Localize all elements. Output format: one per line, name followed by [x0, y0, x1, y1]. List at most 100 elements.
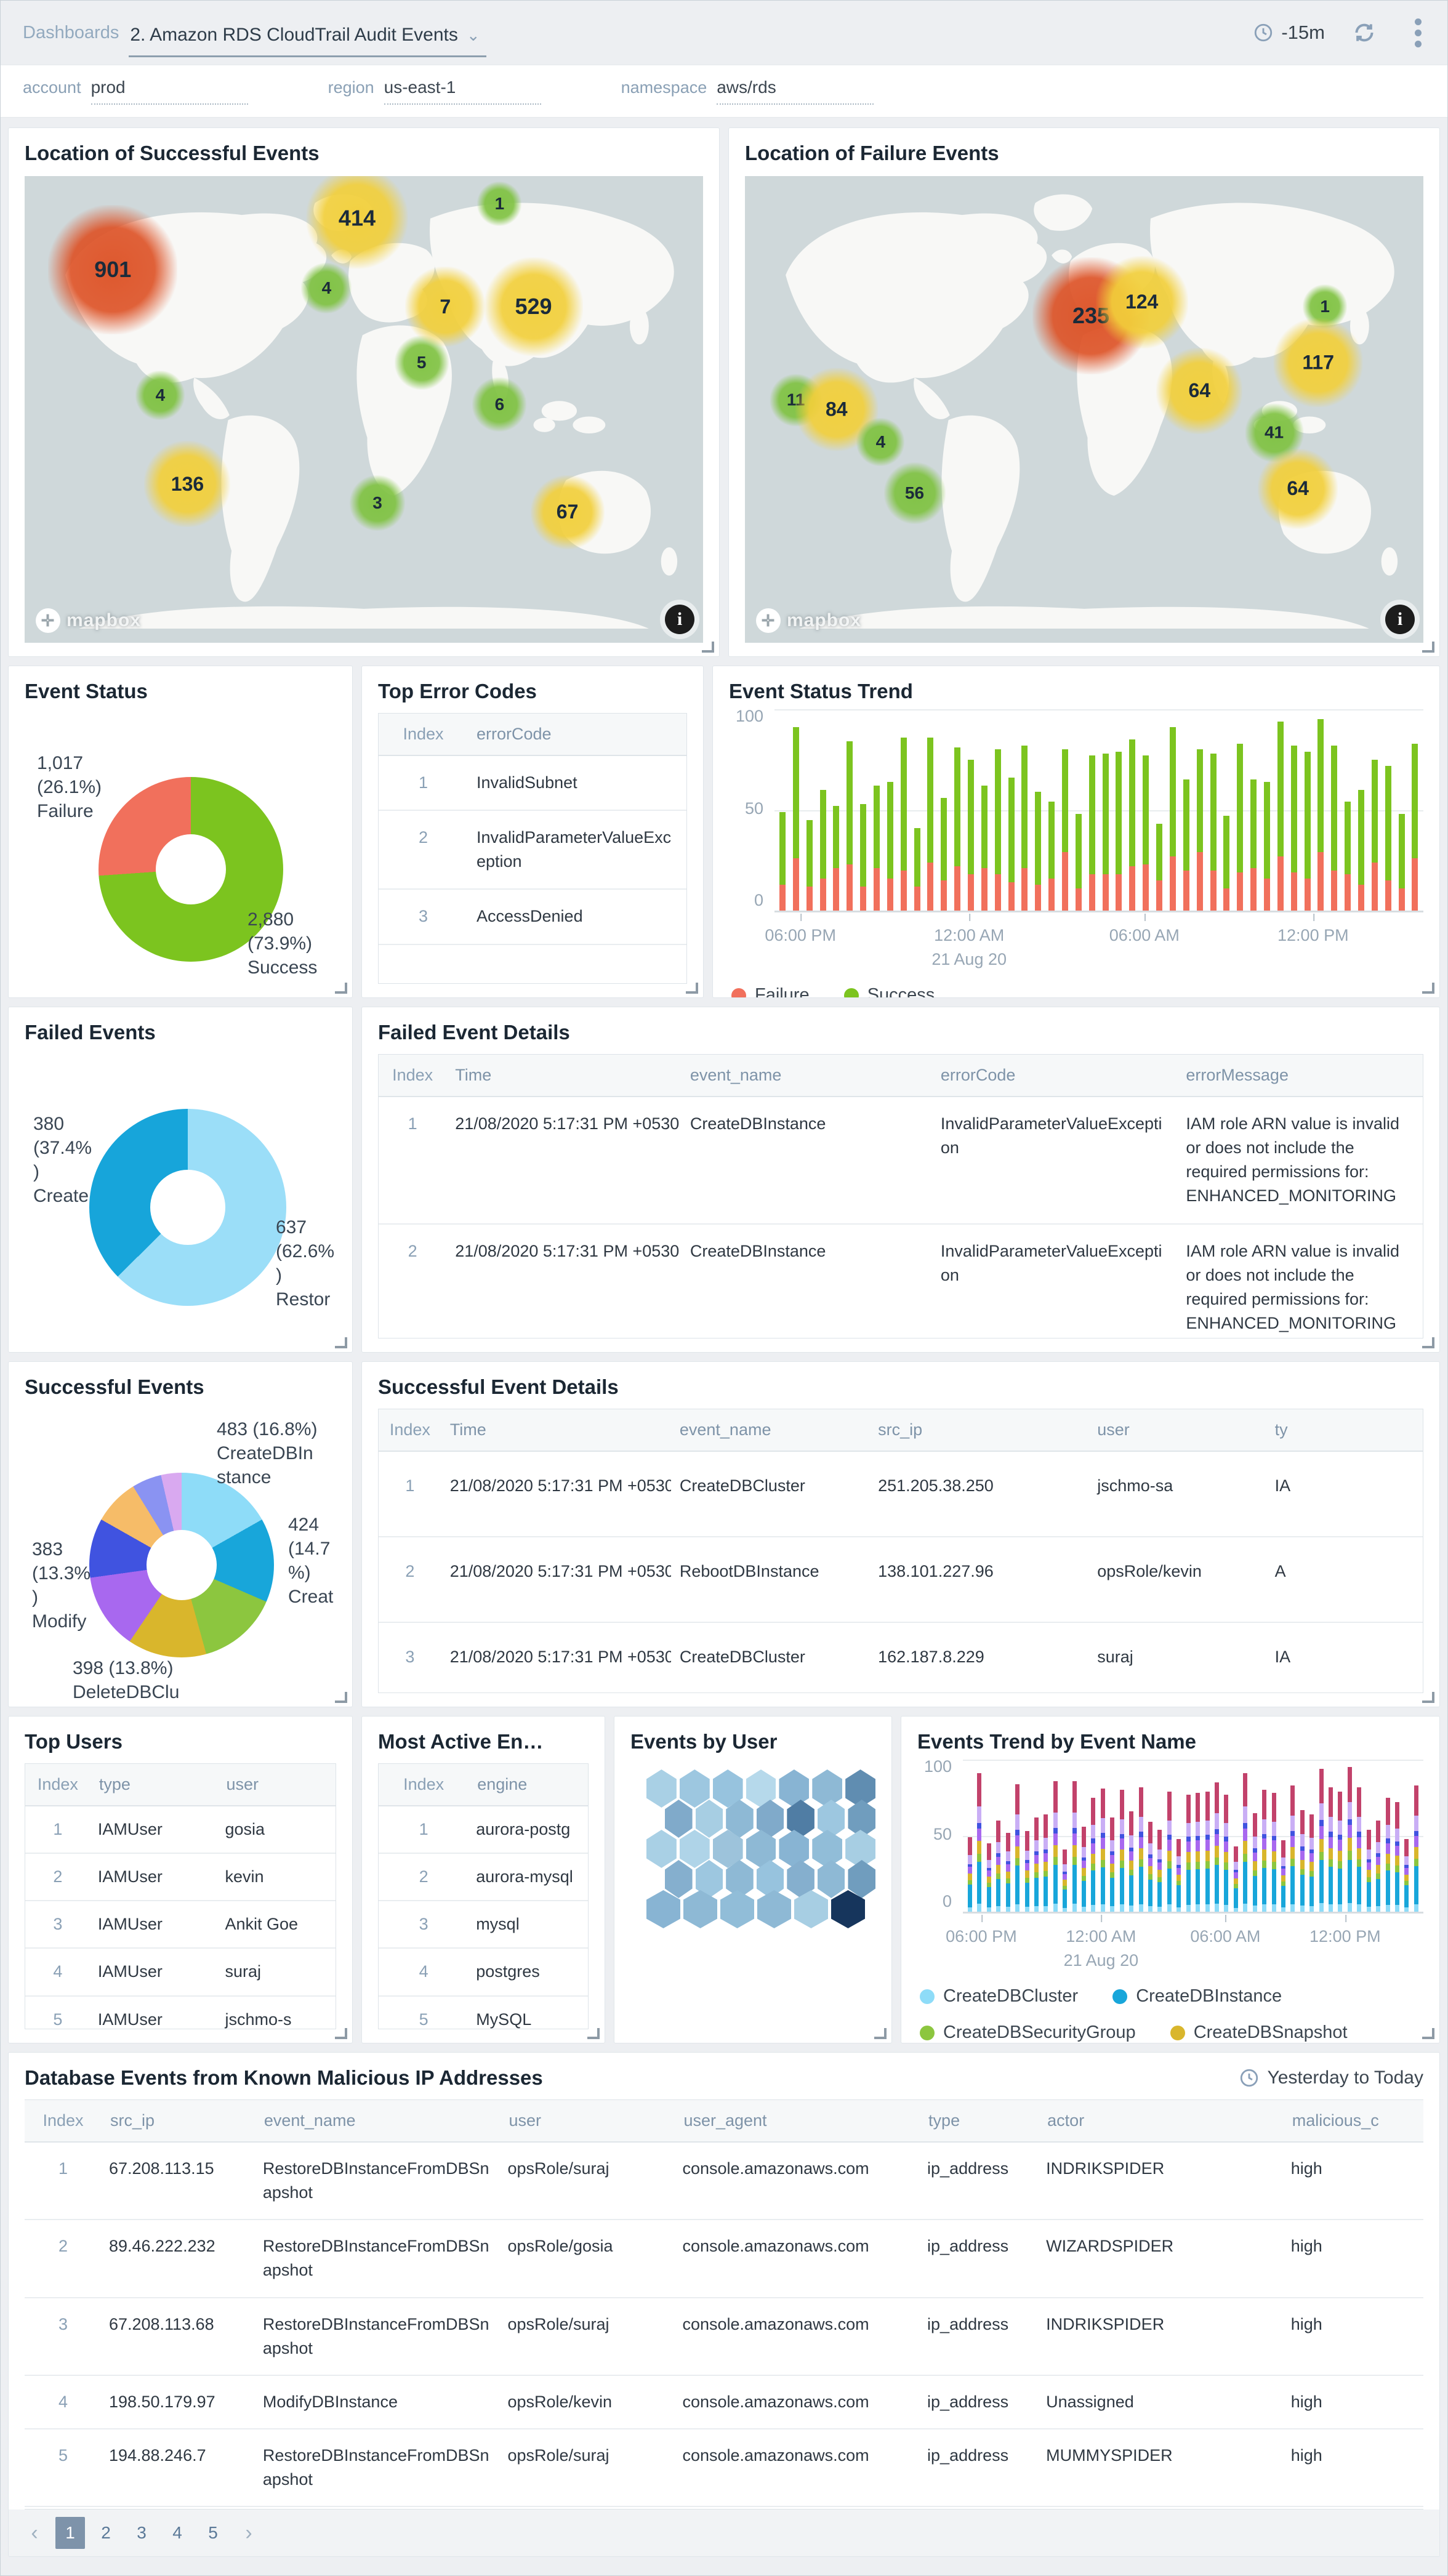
mapbox-logo[interactable]: ✛ mapbox [756, 608, 861, 633]
bar[interactable] [1196, 1760, 1201, 1912]
bar[interactable] [779, 709, 786, 911]
table-row[interactable]: 693.104.211.147CreateDBSnapshotInstanceR… [25, 2506, 1423, 2509]
bar[interactable] [1290, 1760, 1295, 1912]
bar[interactable] [927, 709, 934, 911]
bar[interactable] [1345, 709, 1351, 911]
dashboard-title-selector[interactable]: 2. Amazon RDS CloudTrail Audit Events ⌄ [129, 21, 486, 57]
map-bubble[interactable]: 67 [530, 475, 605, 549]
bar[interactable] [847, 709, 853, 911]
bar[interactable] [1329, 1760, 1333, 1912]
column-header[interactable]: user [500, 2100, 675, 2143]
table-row[interactable]: 4 postgres [379, 1948, 588, 1997]
column-header[interactable]: engine [469, 1764, 588, 1806]
map-bubble[interactable]: 64 [1258, 448, 1338, 529]
map-bubble[interactable]: 6 [472, 377, 527, 432]
column-header[interactable]: Time [441, 1409, 671, 1452]
table-row[interactable]: 2 InvalidParameterValueException [379, 810, 686, 890]
panel-resize-handle[interactable] [1422, 642, 1434, 653]
hex-cell[interactable] [720, 1890, 754, 1928]
bar[interactable] [1034, 1760, 1039, 1912]
bar[interactable] [1062, 709, 1069, 911]
map-bubble[interactable]: 56 [883, 462, 946, 525]
hex-cell[interactable] [646, 1890, 680, 1928]
bar[interactable] [1414, 1760, 1418, 1912]
bar[interactable] [1186, 1760, 1191, 1912]
legend-item[interactable]: CreateDBSnapshot [1170, 2023, 1348, 2043]
map-bubble[interactable]: 414 [306, 176, 408, 269]
event-status-donut[interactable] [99, 777, 283, 962]
bar[interactable] [1376, 1760, 1381, 1912]
panel-resize-handle[interactable] [874, 2028, 887, 2039]
table-row[interactable]: 4 IAMUser suraj [25, 1948, 336, 1997]
column-header[interactable]: Index [379, 1409, 441, 1452]
panel-resize-handle[interactable] [335, 983, 347, 994]
bar[interactable] [1021, 709, 1028, 911]
column-header[interactable]: user_agent [675, 2100, 920, 2143]
bar[interactable] [819, 709, 826, 911]
pagination-next-button[interactable]: › [245, 2521, 252, 2545]
bar[interactable] [1250, 709, 1257, 911]
panel-resize-handle[interactable] [1422, 1692, 1434, 1703]
bar[interactable] [1281, 1760, 1285, 1912]
bar[interactable] [1075, 709, 1082, 911]
bar[interactable] [1116, 709, 1122, 911]
panel-resize-handle[interactable] [1422, 1337, 1434, 1348]
bar[interactable] [792, 709, 799, 911]
legend-item[interactable]: Success [843, 985, 935, 997]
column-header[interactable]: event_name [670, 1409, 870, 1452]
map-bubble[interactable]: 124 [1095, 256, 1188, 348]
bar[interactable] [1243, 1760, 1248, 1912]
successful-events-donut[interactable] [89, 1473, 274, 1657]
bar[interactable] [981, 709, 987, 911]
legend-item[interactable]: CreateDBCluster [920, 1986, 1078, 2006]
bar[interactable] [1169, 709, 1176, 911]
panel-resize-handle[interactable] [702, 642, 714, 653]
bar[interactable] [1143, 709, 1149, 911]
bar[interactable] [1331, 709, 1338, 911]
map-info-button[interactable]: i [665, 605, 694, 634]
bar[interactable] [1100, 1760, 1105, 1912]
bar[interactable] [860, 709, 867, 911]
bar[interactable] [1214, 1760, 1219, 1912]
bar[interactable] [1088, 709, 1095, 911]
table-row[interactable]: 2 21/08/2020 5:17:31 PM +0530 RebootDBInst… [379, 1537, 1423, 1624]
breadcrumb[interactable]: Dashboards [23, 22, 119, 42]
bar[interactable] [900, 709, 907, 911]
mapbox-logo[interactable]: ✛ mapbox [36, 608, 141, 633]
column-header[interactable]: Index [379, 714, 468, 756]
time-range-control[interactable]: -15m [1253, 22, 1325, 44]
map-bubble[interactable]: 7 [405, 267, 486, 347]
bar[interactable] [1167, 1760, 1172, 1912]
bar[interactable] [806, 709, 813, 911]
map-bubble[interactable]: 4 [856, 418, 905, 467]
map-bubble[interactable]: 117 [1273, 318, 1363, 408]
map-bubble[interactable]: 136 [144, 441, 231, 528]
pagination-page-button[interactable]: 1 [55, 2517, 85, 2549]
column-header[interactable]: Index [379, 1764, 469, 1806]
legend-item[interactable]: CreateDBSecurityGroup [920, 2023, 1136, 2043]
column-header[interactable]: ty [1266, 1409, 1423, 1452]
bar[interactable] [1008, 709, 1015, 911]
table-row[interactable]: 3 mysql [379, 1901, 588, 1949]
column-header[interactable]: type [90, 1764, 218, 1806]
panel-resize-handle[interactable] [587, 2028, 600, 2039]
pagination-prev-button[interactable]: ‹ [31, 2521, 38, 2545]
kebab-menu-icon[interactable] [1411, 15, 1425, 51]
bar[interactable] [1102, 709, 1109, 911]
table-row[interactable]: 1 IAMUser gosia [25, 1806, 336, 1854]
bar[interactable] [914, 709, 920, 911]
world-map[interactable]: ✛mapbox i 11844562351246411174164 [745, 176, 1423, 643]
column-header[interactable]: errorMessage [1177, 1055, 1423, 1097]
table-row[interactable]: 2 IAMUser kevin [25, 1853, 336, 1902]
bar[interactable] [1072, 1760, 1077, 1912]
bar[interactable] [1015, 1760, 1020, 1912]
map-bubble[interactable]: 901 [48, 204, 178, 334]
map-bubble[interactable]: 3 [350, 475, 406, 531]
bar[interactable] [1233, 1760, 1238, 1912]
pagination-page-button[interactable]: 3 [137, 2523, 147, 2542]
bar[interactable] [1110, 1760, 1115, 1912]
table-row[interactable]: 3 AccessDenied [379, 889, 686, 945]
bar[interactable] [954, 709, 961, 911]
column-header[interactable]: user [1088, 1409, 1266, 1452]
bar[interactable] [1262, 1760, 1267, 1912]
